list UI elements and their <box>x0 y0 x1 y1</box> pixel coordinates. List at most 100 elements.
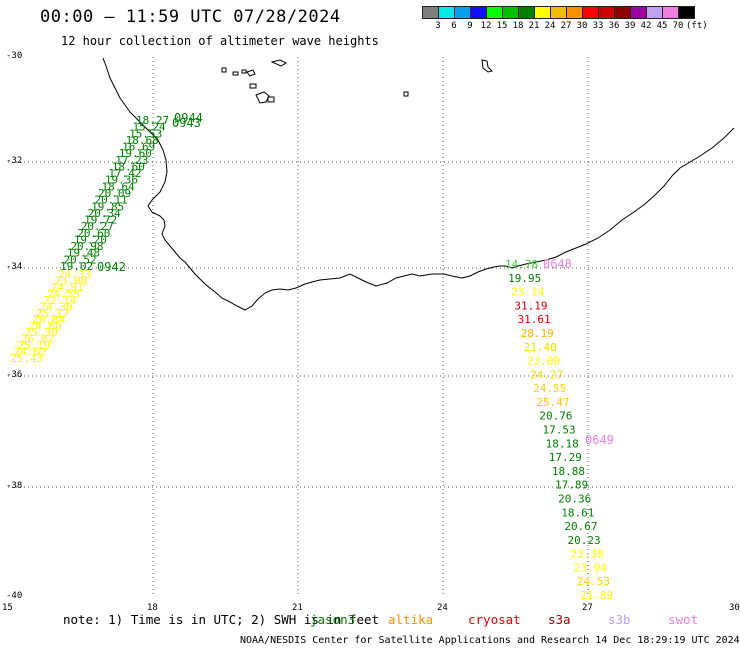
track-value-label: 18.60 <box>112 160 145 173</box>
track-value-label: 19.20 <box>74 233 107 246</box>
track-value-label: 20.67 <box>564 520 597 533</box>
track-value-label: 24.27 <box>530 368 563 381</box>
track-value-label: 17.89 <box>555 479 588 492</box>
track-value-label: 24.53 <box>577 575 610 588</box>
track-time-label: 0942 <box>97 260 126 274</box>
track-value-label: 20.23 <box>568 534 601 547</box>
lon-tick-label: 30 <box>729 603 740 613</box>
map-subtitle: 12 hour collection of altimeter wave hei… <box>61 34 379 48</box>
track-value-label: 25.43 <box>10 352 43 365</box>
colorbar-label: 12 <box>480 21 492 31</box>
track-value-label: 25.19 <box>17 339 50 352</box>
track-value-label: 18.68 <box>126 134 159 147</box>
islands <box>221 59 493 104</box>
colorbar-label: 6 <box>451 21 457 31</box>
track-value-label: 31.61 <box>518 313 551 326</box>
lat-tick-label: -40 <box>6 591 23 601</box>
satellite-legend-altika: altika <box>388 612 434 627</box>
track-value-label: 24.55 <box>47 287 80 300</box>
lat-tick-label: -34 <box>6 262 23 272</box>
track-value-label: 20.76 <box>539 410 572 423</box>
lat-tick-label: -36 <box>6 370 23 380</box>
satellite-legend-s3b: s3b <box>608 612 631 627</box>
track-value-label: 17.29 <box>549 451 582 464</box>
satellite-legend-s3a: s3a <box>548 612 571 627</box>
colorbar-label: 45 <box>656 21 668 31</box>
lat-tick-label: -32 <box>6 156 23 166</box>
track-value-label: 18.61 <box>561 506 594 519</box>
track-value-label: 25.30 <box>25 326 58 339</box>
track-value-label: 24.30 <box>40 300 73 313</box>
track-value-label: 19.85 <box>91 200 124 213</box>
lon-tick-label: 18 <box>147 603 158 613</box>
track-value-label: 20.60 <box>77 227 110 240</box>
colorbar-label: 9 <box>467 21 473 31</box>
track-value-label: 23.94 <box>574 561 607 574</box>
track-value-label: 23.00 <box>527 355 560 368</box>
colorbar-label: 30 <box>576 21 588 31</box>
note-text: note: 1) Time is in UTC; 2) SWH is in fe… <box>63 612 380 627</box>
coastline <box>102 57 735 311</box>
track-value-label: 21.89 <box>580 589 613 602</box>
track-value-label: 19.72 <box>84 214 117 227</box>
track-value-label: 20.52 <box>63 253 96 266</box>
track-value-label: 19.36 <box>105 174 138 187</box>
track-value-label: 24.91 <box>51 281 84 294</box>
footer-credit: NOAA/NESDIS Center for Satellite Applica… <box>240 635 740 646</box>
colorbar-label: 3 <box>435 21 441 31</box>
wave-height-colorbar <box>422 6 695 19</box>
track-value-label: 18.27 <box>136 114 169 127</box>
satellite-legend-jason3: jason3 <box>310 612 356 627</box>
colorbar-swatch <box>678 6 695 19</box>
lon-tick-label: 24 <box>437 603 448 613</box>
track-value-label: 20.09 <box>98 187 131 200</box>
track-value-label: 17.23 <box>115 154 148 167</box>
track-time-label: 0649 <box>585 433 614 447</box>
track-value-label: 23.38 <box>571 548 604 561</box>
lon-tick-label: 21 <box>292 603 303 613</box>
track-value-label: 25.17 <box>36 307 69 320</box>
track-value-label: 16.69 <box>122 141 155 154</box>
track-value-label: 24.62 <box>14 346 47 359</box>
track-value-label: 19.95 <box>508 272 541 285</box>
track-value-label: 24.60 <box>28 320 61 333</box>
track-value-label: 20.34 <box>88 207 121 220</box>
track-value-label: 17.42 <box>108 167 141 180</box>
track-value-label: 22.14 <box>43 294 76 307</box>
colorbar-label: 42 <box>640 21 652 31</box>
track-value-label: 26.04 <box>32 313 65 326</box>
colorbar-label: 33 <box>592 21 604 31</box>
colorbar-label: 70 <box>672 21 684 31</box>
track-value-label: 26.82 <box>21 333 54 346</box>
track-value-label: 20.11 <box>95 194 128 207</box>
map-title: 00:00 – 11:59 UTC 07/28/2024 <box>40 7 341 27</box>
track-time-label: 0943 <box>172 116 201 130</box>
colorbar-label: 18 <box>512 21 524 31</box>
colorbar-label: 15 <box>496 21 508 31</box>
track-time-label: 0648 <box>543 257 572 271</box>
lat-tick-label: -38 <box>6 481 23 491</box>
track-value-label: 19.60 <box>119 147 152 160</box>
track-value-label: 19.02 <box>60 260 93 273</box>
track-value-label: 21.40 <box>524 341 557 354</box>
satellite-legend-swot: swot <box>668 612 699 627</box>
colorbar-label: 36 <box>608 21 620 31</box>
track-value-label: 28.19 <box>521 327 554 340</box>
track-value-label: 15.53 <box>129 127 162 140</box>
lon-tick-label: 27 <box>582 603 593 613</box>
track-value-label: 23.08 <box>54 274 87 287</box>
track-value-label: 18.64 <box>101 180 134 193</box>
lat-tick-label: -30 <box>6 51 23 61</box>
track-value-label: 24.33 <box>58 268 91 281</box>
track-value-label: 25.47 <box>536 396 569 409</box>
track-time-label: 0944 <box>174 111 203 125</box>
track-value-label: 18.18 <box>546 437 579 450</box>
track-value-label: 15.24 <box>133 121 166 134</box>
track-value-label: 19.48 <box>67 247 100 260</box>
colorbar-unit: (ft) <box>686 21 708 31</box>
track-value-label: 20.98 <box>70 240 103 253</box>
colorbar-label: 24 <box>544 21 556 31</box>
track-value-label: 18.88 <box>552 465 585 478</box>
lat-lon-grid <box>8 57 735 597</box>
